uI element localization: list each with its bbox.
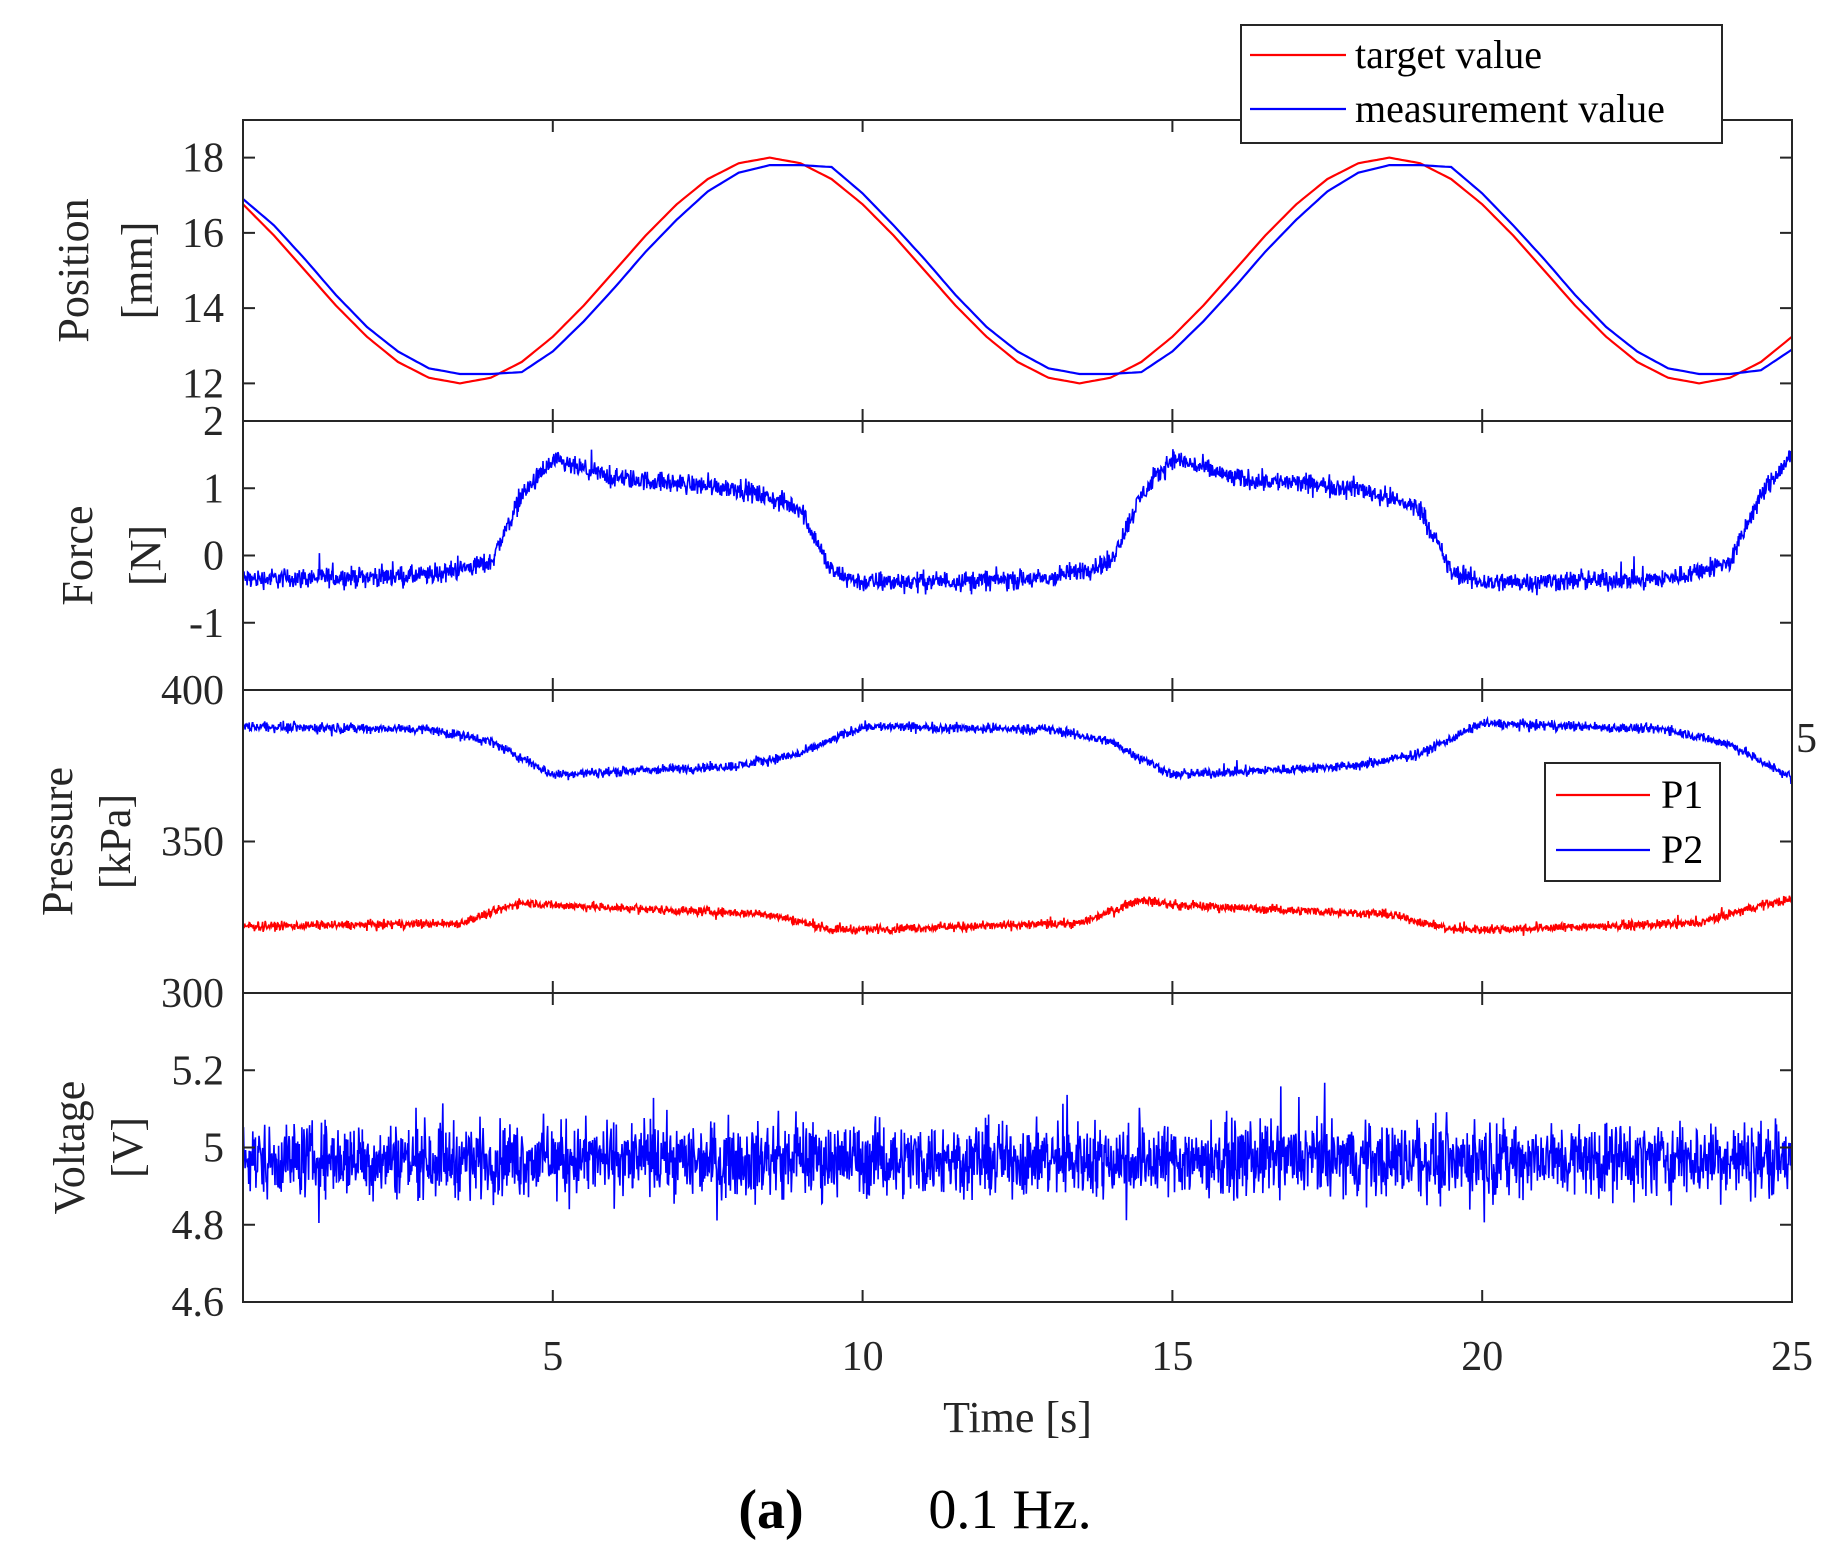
voltage-axes-box (242, 992, 1793, 1303)
voltage-ytick-label: 4.6 (172, 1280, 225, 1326)
pressure-legend-label: P1 (1661, 772, 1703, 817)
position-legend-label: target value (1355, 32, 1542, 77)
position-ytick-label: 16 (182, 211, 224, 257)
xtick-label: 20 (1461, 1334, 1503, 1380)
xtick-label: 5 (542, 1334, 563, 1380)
force-axes-box (242, 420, 1793, 691)
voltage-series-voltage-line (243, 1082, 1793, 1224)
voltage-ytick-label: 5.2 (172, 1048, 225, 1094)
position-series-measurement-value-line (243, 164, 1793, 376)
position-ytick-label: 14 (182, 286, 224, 332)
pressure-ytick-label: 400 (161, 668, 224, 714)
position-series-target-value-line (243, 156, 1793, 385)
voltage-ylabel: Voltage (45, 1081, 94, 1215)
position-legend-label: measurement value (1355, 86, 1665, 131)
pressure-ylabel: Pressure (33, 767, 82, 916)
force-ytick-label: 1 (203, 466, 224, 512)
force-ylabel-unit: [N] (121, 525, 170, 586)
pressure-legend-label: P2 (1661, 827, 1703, 872)
force-ylabel: Force (53, 505, 102, 605)
pressure-series-p2-line (243, 715, 1793, 785)
caption-text: 0.1 Hz. (928, 1479, 1091, 1541)
position-ytick-label: 18 (182, 136, 224, 182)
x-axis-label: Time [s] (943, 1393, 1092, 1442)
pressure-ytick-label: 300 (161, 971, 224, 1017)
force-ytick-label: -1 (189, 601, 224, 647)
stray-tick-label: 5 (1796, 716, 1817, 762)
position-ytick-label: 12 (182, 361, 224, 407)
pressure-series-p1-line (243, 895, 1793, 936)
pressure-legend-box (1544, 762, 1721, 882)
force-ytick-label: 0 (203, 534, 224, 580)
position-axes-box (242, 119, 1793, 422)
pressure-ytick-label: 350 (161, 820, 224, 866)
xtick-label: 10 (842, 1334, 884, 1380)
force-series-force-line (243, 447, 1793, 596)
pressure-ylabel-unit: [kPa] (91, 794, 140, 889)
position-ylabel: Position (49, 198, 98, 342)
caption-label: (a) (738, 1479, 803, 1541)
voltage-ytick-label: 5 (203, 1126, 224, 1172)
position-ylabel-unit: [mm] (113, 222, 162, 320)
position-legend-box (1240, 24, 1723, 144)
voltage-ytick-label: 4.8 (172, 1203, 225, 1249)
xtick-label: 15 (1151, 1334, 1193, 1380)
force-ytick-label: 2 (203, 399, 224, 445)
xtick-label: 25 (1771, 1334, 1813, 1380)
voltage-ylabel-unit: [V] (103, 1117, 152, 1178)
